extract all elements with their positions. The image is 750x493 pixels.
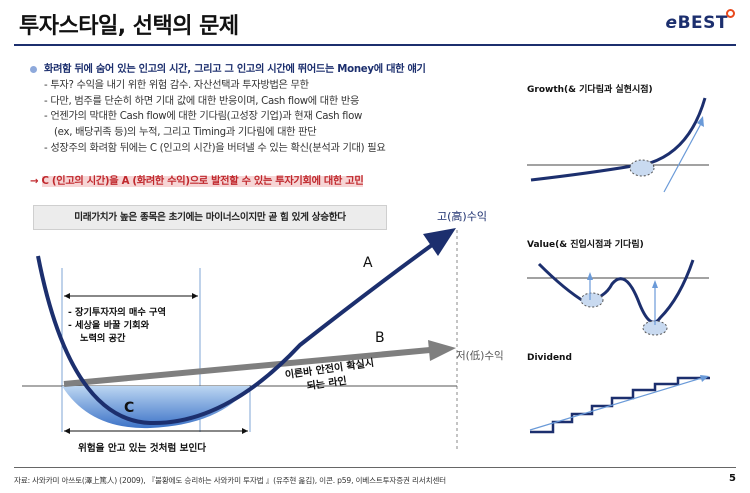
- page-title: 투자스타일, 선택의 문제: [19, 14, 239, 39]
- label-a: A: [363, 255, 373, 271]
- page-number: 5: [729, 473, 736, 484]
- arrow-icon: →: [30, 176, 39, 187]
- growth-marker: [629, 159, 655, 177]
- callout-box: 미래가치가 높은 종목은 초기에는 마이너스이지만 곧 힘 있게 상승한다: [33, 205, 387, 230]
- bullet-list: 화려함 뒤에 숨어 있는 인고의 시간, 그리고 그 인고의 시간에 뛰어드는 …: [30, 62, 426, 157]
- bullet-sub: - 언젠가의 막대한 Cash flow에 대한 기다림(고성장 기업)과 현재…: [44, 111, 363, 123]
- risk-text: 위험을 안고 있는 것처럼 보인다: [78, 442, 206, 454]
- value-title: Value(& 진입시점과 기다림): [527, 238, 644, 250]
- label-b: B: [375, 330, 385, 346]
- a-curve: [36, 243, 434, 426]
- growth-arrow: [663, 119, 704, 193]
- zone-text: - 세상을 바꿀 기회와: [68, 319, 150, 331]
- low-return-label: 저(低)수익: [456, 349, 504, 362]
- growth-title: Growth(& 기다림과 실현시점): [527, 83, 653, 95]
- bullet-sub: - 투자? 수익을 내기 위한 위험 감수. 자산선택과 투자방법은 무한: [44, 79, 309, 91]
- c-area: [62, 386, 250, 429]
- value-marker: [580, 292, 604, 308]
- conclusion-text: C (인고의 시간)을 A (화려한 수익)으로 발전할 수 있는 투자기회에 …: [41, 176, 364, 187]
- bullet-sub: - 성장주의 화려함 뒤에는 C (인고의 시간)을 버텨낼 수 있는 확신(분…: [44, 142, 386, 154]
- a-arrowhead: [423, 228, 456, 256]
- label-c: C: [124, 400, 134, 416]
- dividend-steps: [530, 376, 710, 434]
- conclusion-line: → C (인고의 시간)을 A (화려한 수익)으로 발전할 수 있는 투자기회…: [30, 172, 364, 187]
- bullet-sub: (ex, 배당귀족 등)의 누적, 그리고 Timing과 기다림에 대한 판단: [54, 127, 317, 139]
- title-rule: [14, 44, 736, 46]
- dividend-title: Dividend: [527, 353, 572, 363]
- bullet-sub: - 다만, 범주를 단순히 하면 기대 값에 대한 반응이며, Cash flo…: [44, 95, 360, 107]
- high-return-label: 고(高)수익: [437, 209, 487, 223]
- zone-text: 노력의 공간: [80, 332, 126, 344]
- ebest-logo: eBEST: [666, 9, 735, 33]
- footer-rule: [14, 467, 736, 468]
- source-note: 자료: 사와카미 아쓰토(澤上篤人) (2009), 『불황에도 승리하는 사와…: [14, 476, 446, 485]
- b-arrow: [63, 347, 431, 387]
- zone-text: - 장기투자자의 매수 구역: [68, 306, 166, 318]
- b-arrowhead: [428, 340, 456, 361]
- growth-curve: [530, 97, 707, 182]
- bullet-main: 화려함 뒤에 숨어 있는 인고의 시간, 그리고 그 인고의 시간에 뛰어드는 …: [30, 62, 426, 78]
- dividend-trend-arrow: [529, 376, 706, 431]
- value-curve: [537, 259, 695, 324]
